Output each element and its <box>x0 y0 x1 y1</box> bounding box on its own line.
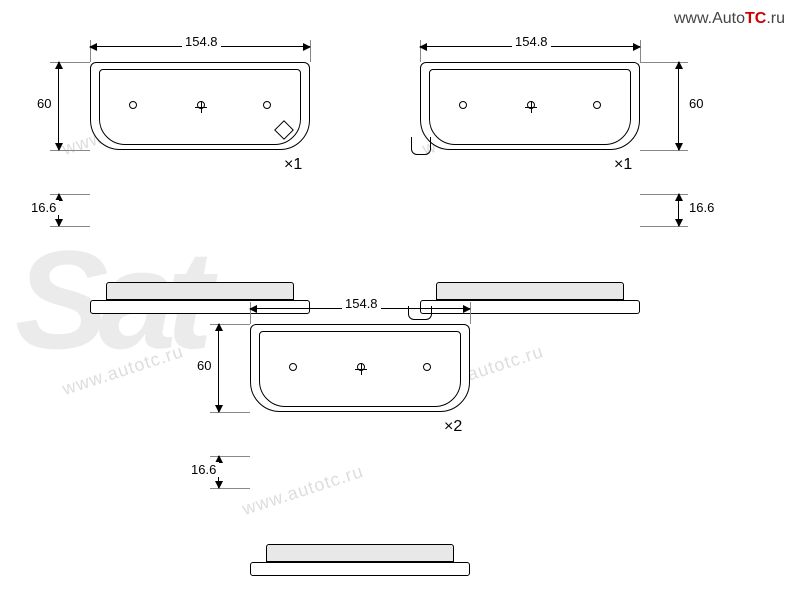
pad-center-mark <box>195 101 207 113</box>
pad-hole <box>263 101 271 109</box>
dim-thick-line <box>678 194 679 226</box>
pad-hole <box>593 101 601 109</box>
pad-center-mark <box>355 363 367 375</box>
pad-friction-material <box>436 282 624 300</box>
pad-unit-2: 154.8 60 ×1 16.6 <box>420 48 720 288</box>
watermark-diag-3: www.autotc.ru <box>60 341 186 400</box>
quantity-label: ×2 <box>444 418 462 436</box>
dim-thick-text: 16.6 <box>686 200 717 215</box>
dim-width-text: 154.8 <box>342 296 381 311</box>
url-prefix: www.Auto <box>674 10 745 27</box>
pad-friction-material <box>266 544 454 562</box>
pad-hole <box>423 363 431 371</box>
quantity-label: ×1 <box>614 156 632 174</box>
pad-backing-plate <box>250 562 470 576</box>
pad-hole <box>129 101 137 109</box>
pad-unit-1: 154.8 60 ×1 16.6 <box>90 48 350 288</box>
dim-thick-text: 16.6 <box>28 200 59 215</box>
pad-hole <box>459 101 467 109</box>
pad-hole <box>289 363 297 371</box>
wear-sensor-clip <box>411 137 431 155</box>
dim-height-line <box>218 324 219 412</box>
url-highlight: TC <box>745 10 766 27</box>
dim-height-line <box>678 62 679 150</box>
dim-height-text: 60 <box>686 96 706 111</box>
dim-height-text: 60 <box>194 358 214 373</box>
dim-height-text: 60 <box>34 96 54 111</box>
pad-friction-material <box>106 282 294 300</box>
dim-height-line <box>58 62 59 150</box>
pad-center-mark <box>525 101 537 113</box>
pad-unit-3: 154.8 60 ×2 16.6 <box>250 310 510 550</box>
url-suffix: .ru <box>766 10 785 27</box>
pad-face-view <box>420 62 640 150</box>
pad-face-view <box>90 62 310 150</box>
pad-side-view <box>250 544 470 576</box>
dim-thick-text: 16.6 <box>188 462 219 477</box>
pad-face-view <box>250 324 470 412</box>
quantity-label: ×1 <box>284 156 302 174</box>
dim-width-text: 154.8 <box>182 34 221 49</box>
dim-width-text: 154.8 <box>512 34 551 49</box>
watermark-url: www.AutoTC.ru <box>674 10 785 28</box>
